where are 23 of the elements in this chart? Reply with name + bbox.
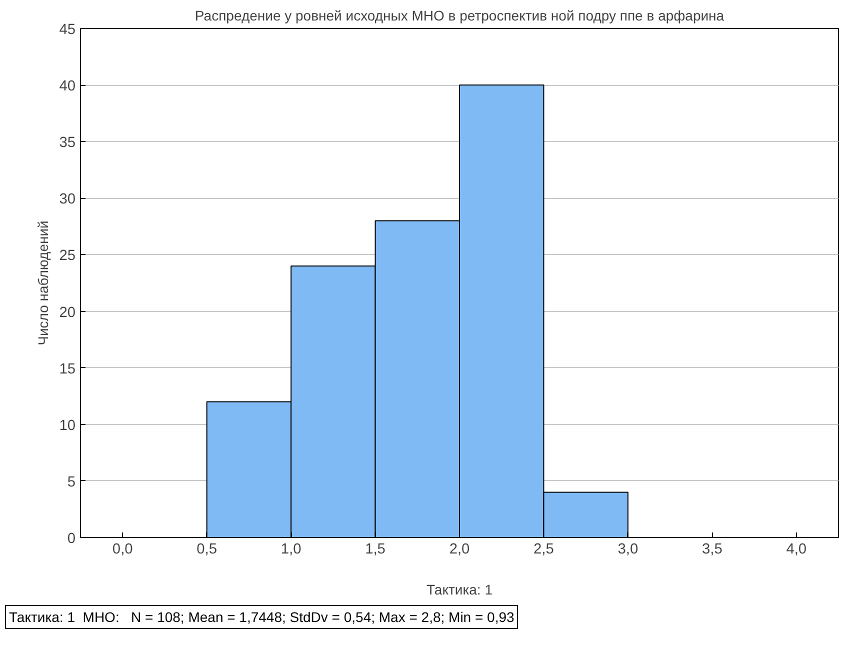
y-tick-label: 10 bbox=[59, 418, 76, 434]
y-tick-label: 15 bbox=[59, 361, 76, 378]
y-tick-label: 45 bbox=[59, 22, 76, 38]
y-tick-label: 25 bbox=[59, 248, 76, 264]
text: Тактика: 1 МНО: N = 108; Mean = 1,7448; StdDv = 0,54; Max = 2,8; Min = 0,93 bbox=[9, 608, 514, 627]
y-tick-label: 20 bbox=[59, 304, 76, 321]
x-tick-label: 2,0 bbox=[449, 542, 470, 558]
x-tick-label: 4,0 bbox=[786, 542, 807, 558]
x-tick-label: 0,0 bbox=[112, 542, 133, 558]
y-tick-label: 35 bbox=[59, 135, 76, 152]
chart-title: Распредение у ровней исходных МНО в ретроспектив ной подру ппе в арфарина bbox=[194, 8, 724, 24]
y-tick-label: 0 bbox=[67, 531, 76, 547]
x-tick-label: 3,0 bbox=[618, 542, 638, 558]
x-tick-label: 1,5 bbox=[365, 542, 386, 558]
x-tick-label: 2,5 bbox=[534, 542, 554, 558]
x-tick-label: 0,5 bbox=[196, 542, 218, 558]
y-axis-title: Число наблюдений bbox=[35, 220, 52, 346]
x-tick-label: 3,5 bbox=[702, 542, 722, 558]
x-axis-title: Тактика: 1 bbox=[426, 582, 493, 598]
y-tick-label: 30 bbox=[59, 192, 76, 208]
x-tick-label: 1,0 bbox=[280, 542, 302, 558]
y-tick-label: 5 bbox=[67, 474, 76, 490]
y-tick-label: 40 bbox=[59, 78, 76, 95]
